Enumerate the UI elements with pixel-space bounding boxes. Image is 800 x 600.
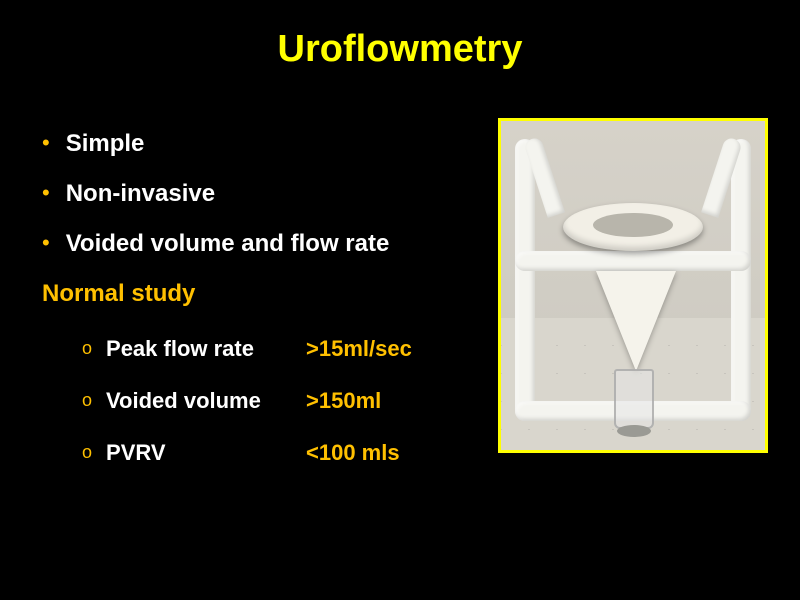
bullet-circle-icon: o [82, 390, 92, 411]
pipe-icon [731, 139, 751, 421]
base-icon [617, 425, 651, 437]
seat-icon [563, 203, 703, 251]
bullet-text: Simple [66, 130, 145, 158]
sub-bullet-label: Voided volume [106, 388, 306, 414]
sub-bullet-row: o Peak flow rate >15ml/sec [82, 336, 472, 362]
sub-bullet-row: o Voided volume >150ml [82, 388, 472, 414]
bullet-text: Voided volume and flow rate [66, 230, 390, 258]
sub-bullet-value: >15ml/sec [306, 336, 412, 362]
slide-title: Uroflowmetry [0, 28, 800, 71]
sub-bullet-label: Peak flow rate [106, 336, 306, 362]
sub-bullet-value: >150ml [306, 388, 381, 414]
bullet-row: • Non-invasive [42, 180, 472, 208]
bullet-row: • Voided volume and flow rate [42, 230, 472, 258]
bullet-text: Non-invasive [66, 180, 215, 208]
pipe-icon [515, 251, 751, 271]
sub-bullet-value: <100 mls [306, 440, 400, 466]
beaker-icon [614, 369, 654, 429]
device-image [498, 118, 768, 453]
sub-bullet-row: o PVRV <100 mls [82, 440, 472, 466]
slide: Uroflowmetry • Simple • Non-invasive • V… [0, 0, 800, 600]
section-label: Normal study [42, 280, 472, 308]
bullet-disc-icon: • [42, 232, 50, 254]
content-area: • Simple • Non-invasive • Voided volume … [42, 130, 472, 492]
pipe-icon [515, 139, 535, 421]
bullet-disc-icon: • [42, 182, 50, 204]
bullet-circle-icon: o [82, 338, 92, 359]
bullet-row: • Simple [42, 130, 472, 158]
sub-bullet-label: PVRV [106, 440, 306, 466]
bullet-disc-icon: • [42, 132, 50, 154]
funnel-icon [596, 271, 676, 371]
bullet-circle-icon: o [82, 442, 92, 463]
